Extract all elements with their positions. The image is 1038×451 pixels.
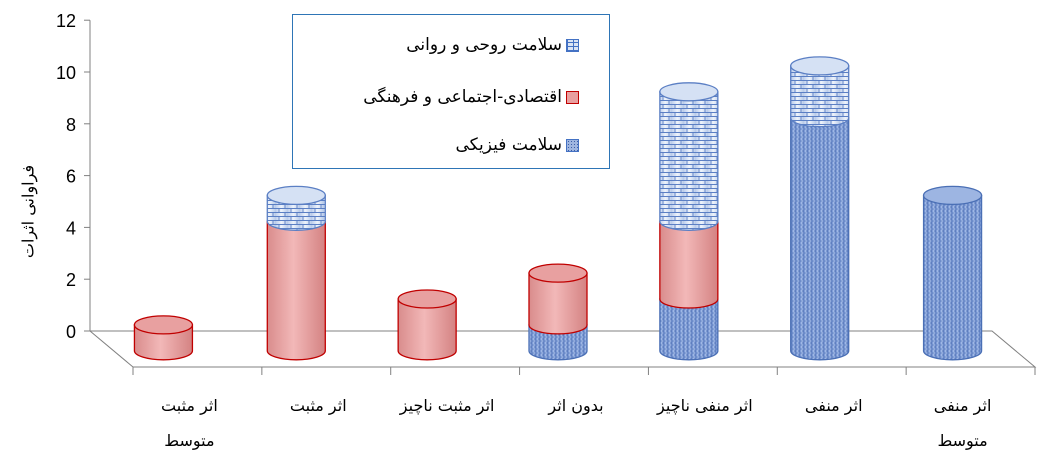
bar-top	[659, 82, 719, 102]
bar-1-series-1	[266, 220, 326, 361]
bar-body	[133, 324, 194, 361]
bar-body	[397, 298, 457, 361]
legend-label-socioeconomic: اقتصادی-اجتماعی و فرهنگی	[363, 87, 562, 107]
legend-label-mental: سلامت روحی و روانی	[406, 35, 562, 55]
bar-2-series-1	[397, 289, 457, 361]
x-tick-label: متوسط	[164, 431, 214, 451]
y-tick-label: 2	[66, 270, 76, 290]
bar-5-series-2	[790, 56, 850, 128]
bar-body	[659, 91, 719, 231]
bar-top	[133, 315, 194, 335]
x-tick-label: بدون اثر	[547, 396, 603, 416]
bar-top	[266, 185, 326, 206]
x-axis-labels: اثر مثبت متوسط اثر مثبت اثر مثبت ناچیز بدون …	[161, 396, 991, 451]
x-tick-label: اثر منفی	[934, 396, 992, 416]
bars	[133, 56, 983, 361]
bar-top	[397, 289, 457, 309]
x-tick-label: اثر مثبت	[290, 396, 347, 416]
bar-top	[528, 263, 588, 283]
legend: سلامت روحی و روانی اقتصادی-اجتماعی و فره…	[292, 14, 610, 169]
y-tick-label: 10	[56, 63, 76, 83]
bar-body	[790, 65, 850, 128]
x-tick-label: اثر منفی ناچیز	[656, 396, 753, 416]
y-tick-label: 0	[66, 322, 76, 342]
y-tick-label: 8	[66, 115, 76, 135]
bar-body	[528, 324, 588, 361]
legend-item-mental: سلامت روحی و روانی	[406, 35, 579, 55]
bar-body	[922, 194, 983, 361]
bar-4-series-0	[659, 298, 719, 361]
bar-body	[266, 220, 326, 361]
x-tick-label: اثر مثبت	[161, 396, 218, 416]
bar-body	[790, 117, 850, 361]
bar-1-series-2	[266, 185, 326, 231]
bar-top	[922, 185, 983, 206]
x-tick-label: متوسط	[937, 431, 987, 451]
bar-5-series-0	[790, 117, 850, 361]
bar-4-series-1	[659, 220, 719, 309]
legend-swatch-socioeconomic	[566, 90, 579, 104]
bar-body	[266, 194, 326, 231]
y-axis-label: فراوانی اثرات	[18, 164, 38, 259]
bar-6-series-0	[922, 185, 983, 361]
y-tick-label: 6	[66, 167, 76, 187]
y-tick-label: 12	[56, 11, 76, 31]
bar-body	[659, 298, 719, 361]
legend-label-physical: سلامت فیزیکی	[455, 135, 562, 155]
bar-0-series-1	[133, 315, 194, 361]
y-tick-label: 4	[66, 218, 76, 238]
bar-3-series-1	[528, 263, 588, 335]
bar-3-series-0	[528, 324, 588, 361]
legend-item-socioeconomic: اقتصادی-اجتماعی و فرهنگی	[363, 87, 579, 107]
legend-swatch-physical	[566, 138, 579, 152]
legend-item-physical: سلامت فیزیکی	[455, 135, 579, 155]
bar-body	[659, 220, 719, 309]
bar-body	[528, 272, 588, 335]
legend-swatch-mental	[566, 38, 579, 52]
bar-4-series-2	[659, 82, 719, 231]
bar-top	[790, 56, 850, 76]
x-tick-label: اثر منفی	[805, 396, 863, 416]
x-tick-label: اثر مثبت ناچیز	[399, 396, 495, 416]
